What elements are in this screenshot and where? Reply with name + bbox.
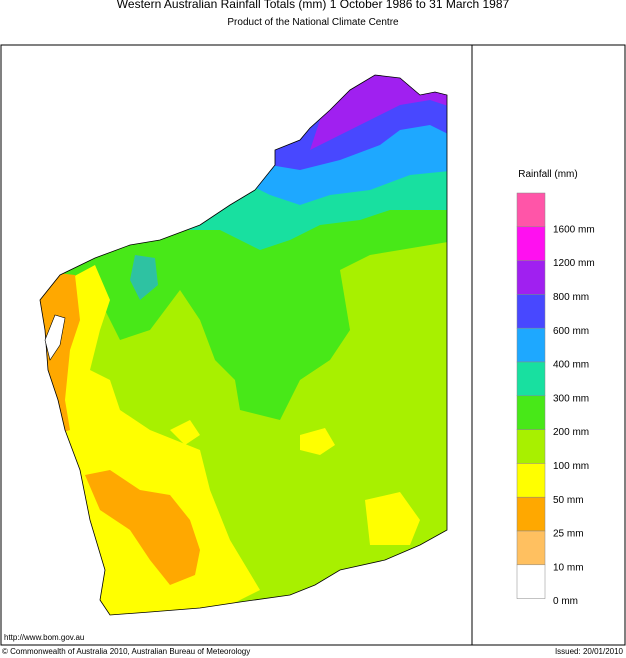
legend-swatch (516, 530, 546, 566)
subtitle: Product of the National Climate Centre (227, 17, 399, 28)
legend-label: 300 mm (553, 393, 589, 404)
title: Western Australian Rainfall Totals (mm) … (117, 0, 510, 11)
legend-swatch (516, 361, 546, 397)
legend-swatch (516, 192, 546, 228)
legend-swatch (516, 429, 546, 464)
legend-label: 1200 mm (553, 258, 595, 269)
legend-swatch (516, 463, 546, 498)
legend-swatch (516, 395, 546, 430)
legend-swatch (516, 496, 546, 532)
legend-title: Rainfall (mm) (518, 169, 577, 180)
legend-swatch (516, 260, 546, 295)
frame (0, 44, 626, 646)
footer-copyright: © Commonwealth of Australia 2010, Austra… (2, 647, 250, 656)
legend-label: 25 mm (553, 529, 584, 540)
legend-label: 600 mm (553, 326, 589, 337)
legend-label: 100 mm (553, 461, 589, 472)
legend-label: 0 mm (553, 596, 578, 607)
legend-label: 1600 mm (553, 224, 595, 235)
legend-label: 400 mm (553, 360, 589, 371)
legend-label: 800 mm (553, 292, 589, 303)
footer-issued: Issued: 20/01/2010 (555, 647, 624, 656)
legend-swatch (516, 564, 546, 599)
legend: 1600 mm 1200 mm 800 mm 600 mm 400 mm 300 mm 20… (516, 192, 595, 607)
legend-label: 10 mm (553, 562, 584, 573)
legend-label: 50 mm (553, 495, 584, 506)
legend-label: 200 mm (553, 427, 589, 438)
legend-swatch (516, 226, 546, 261)
footer-url: http://www.bom.gov.au (4, 633, 84, 642)
legend-swatch (516, 294, 546, 329)
shark-bay (44, 314, 66, 361)
legend-swatch (516, 327, 546, 363)
